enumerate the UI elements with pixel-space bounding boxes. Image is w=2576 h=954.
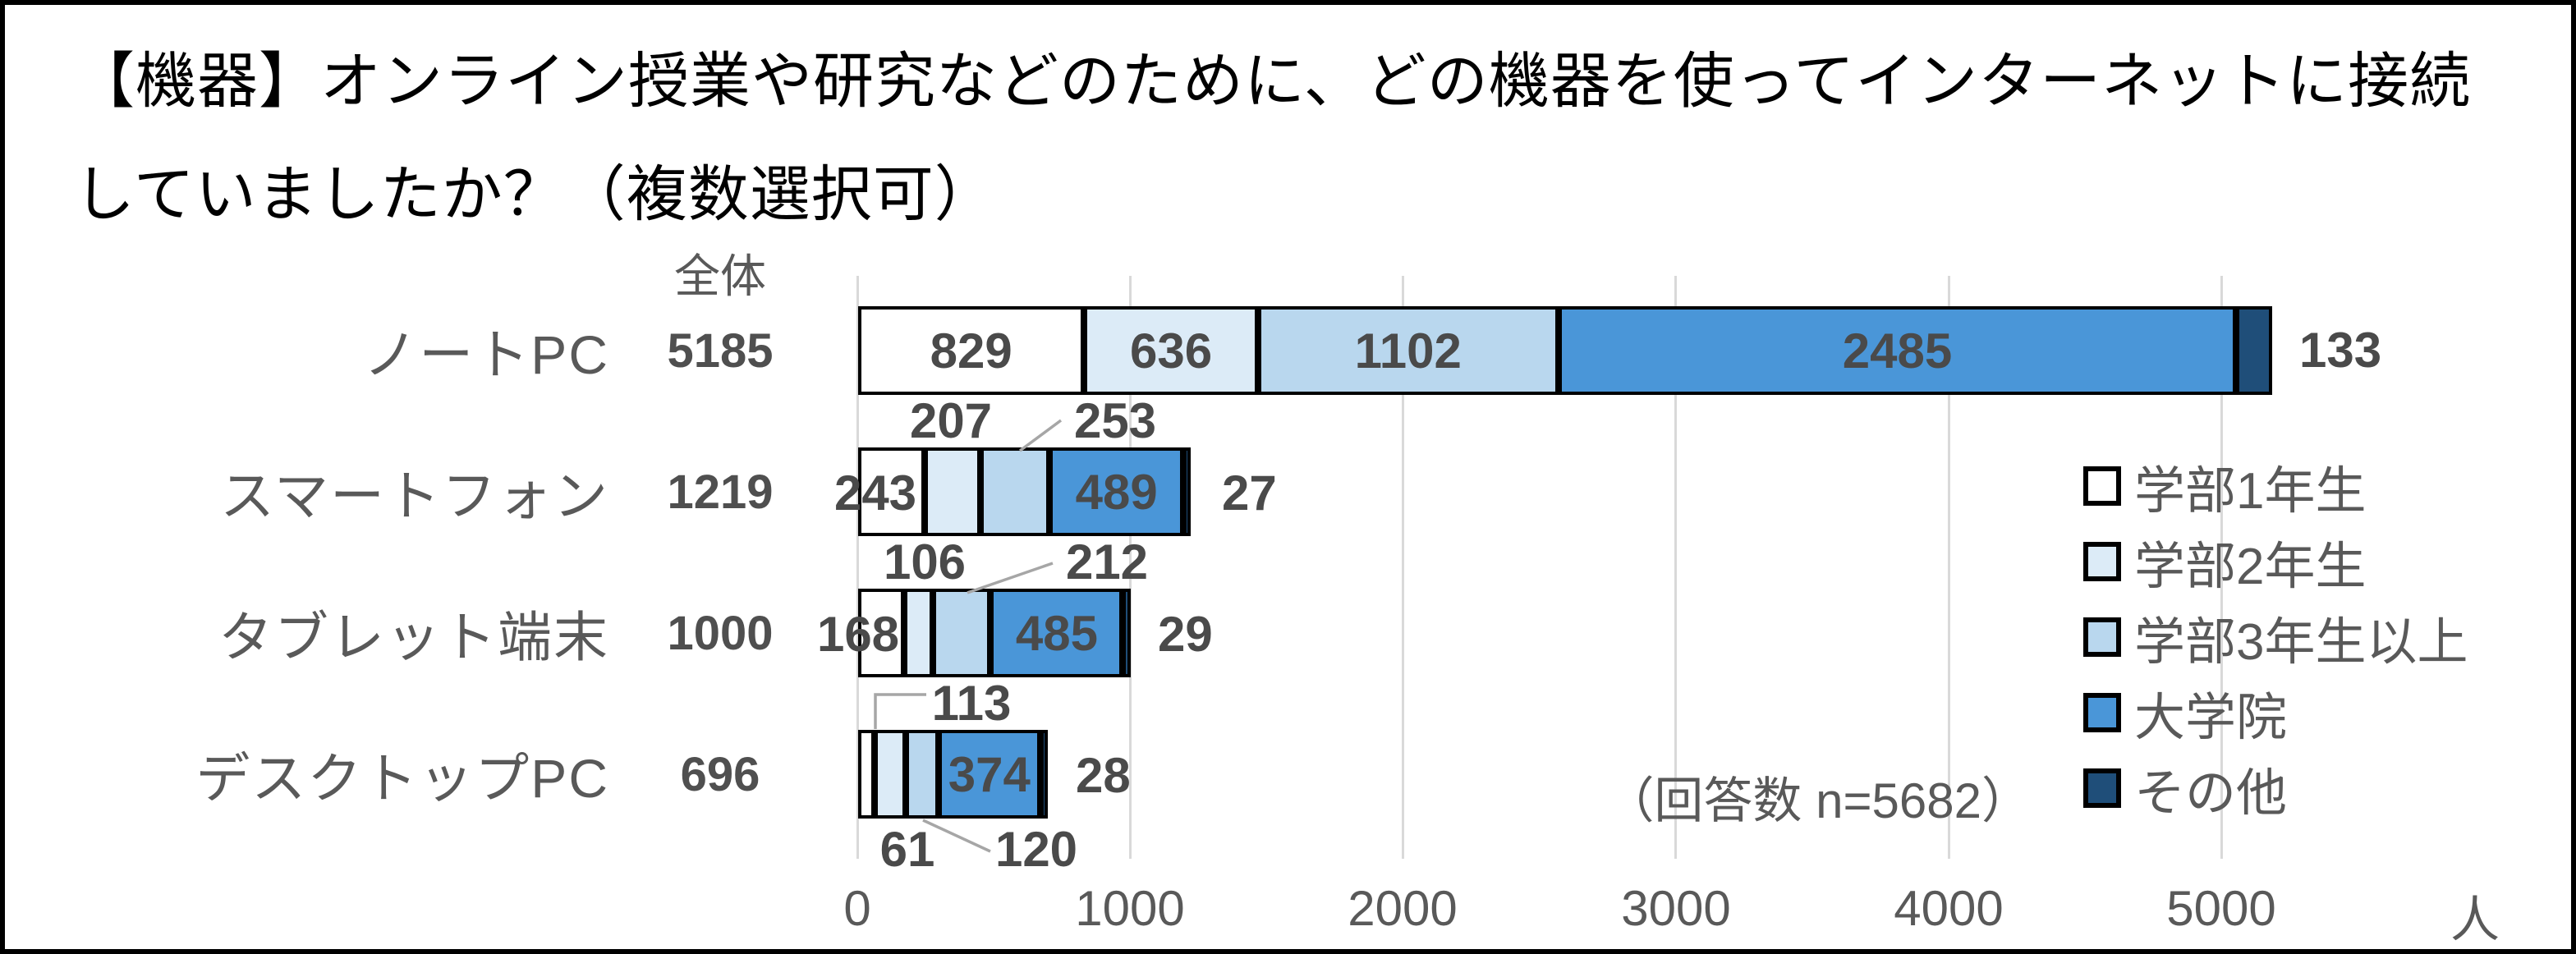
- x-tick-1000: 1000: [1075, 881, 1185, 936]
- bar-segment-undergrad1: [858, 447, 925, 536]
- legend-item-undergrad3plus: 学部3年生以上: [2083, 608, 2468, 671]
- data-label-undergrad3plus-desktop: 120: [994, 822, 1078, 877]
- legend-item-gradschool: 大学院: [2083, 684, 2287, 746]
- data-label-undergrad1-tablet: 168: [816, 607, 900, 662]
- bar-laptop-pc: 829 636 1102 2485: [858, 306, 2273, 395]
- data-label: 374: [948, 746, 1031, 802]
- legend-swatch-gradschool: [2083, 693, 2121, 732]
- data-label-other-desktop: 28: [1076, 748, 1131, 803]
- legend-label-undergrad1: 学部1年生: [2134, 463, 2367, 520]
- legend-item-undergrad1: 学部1年生: [2083, 457, 2366, 520]
- legend-swatch-undergrad1: [2083, 466, 2121, 506]
- x-tick-5000: 5000: [2166, 881, 2276, 936]
- bar-segment-other: [2236, 306, 2273, 395]
- legend-label-gradschool: 大学院: [2134, 690, 2288, 746]
- data-label-undergrad1-smartphone: 243: [833, 466, 917, 521]
- total-tablet: 1000: [667, 606, 774, 660]
- total-smartphone: 1219: [667, 465, 774, 519]
- data-label: 489: [1075, 464, 1158, 520]
- bar-segment-gradschool: 485: [990, 589, 1123, 677]
- bar-smartphone: 489: [858, 447, 1191, 536]
- data-label-undergrad3plus-tablet: 212: [1065, 534, 1149, 589]
- x-axis-unit-label: 人: [2450, 892, 2500, 947]
- legend-label-undergrad2: 学部2年生: [2134, 539, 2367, 595]
- gridline-2000: [1402, 276, 1404, 859]
- bar-desktop-pc: 374: [858, 730, 1049, 819]
- bar-segment-gradschool: 489: [1049, 447, 1183, 536]
- gridline-0: [856, 276, 859, 859]
- bar-segment-undergrad1: [858, 589, 904, 677]
- totals-column-header: 全体: [674, 250, 766, 302]
- data-label: 1102: [1354, 323, 1462, 378]
- data-label: 485: [1015, 605, 1098, 661]
- data-label: 829: [930, 323, 1012, 378]
- chart-title-line1: 【機器】オンライン授業や研究などのために、どの機器を使ってインターネットに接続: [74, 47, 2472, 115]
- category-label-smartphone: スマートフォン: [219, 466, 609, 526]
- bar-segment-undergrad1: [858, 730, 875, 819]
- x-tick-4000: 4000: [1894, 881, 2004, 936]
- category-label-tablet: タブレット端末: [218, 607, 609, 667]
- bar-segment-other: [1182, 447, 1191, 536]
- bar-segment-other: [1040, 730, 1049, 819]
- bar-segment-undergrad3plus: [932, 589, 991, 677]
- bar-segment-gradschool: 2485: [1558, 306, 2237, 395]
- legend-label-other: その他: [2134, 765, 2288, 822]
- bar-segment-undergrad2: [875, 730, 906, 819]
- gridline-5000: [2220, 276, 2223, 859]
- bar-segment-undergrad3plus: [905, 730, 939, 819]
- legend-swatch-undergrad2: [2083, 542, 2121, 581]
- category-label-laptop-pc: ノートPC: [363, 324, 609, 385]
- leader-line-113: [874, 693, 926, 729]
- data-label-other-smartphone: 27: [1222, 466, 1277, 521]
- legend-label-undergrad3plus: 学部3年生以上: [2134, 614, 2468, 671]
- total-laptop-pc: 5185: [667, 323, 774, 378]
- legend-item-other: その他: [2083, 759, 2287, 822]
- category-label-desktop-pc: デスクトップPC: [195, 748, 609, 809]
- data-label-undergrad2-desktop: 113: [931, 676, 1012, 731]
- x-tick-0: 0: [843, 881, 871, 936]
- bar-segment-other: [1123, 589, 1132, 677]
- bar-segment-undergrad1: 829: [858, 306, 1085, 395]
- data-label: 2485: [1842, 323, 1953, 378]
- bar-segment-gradschool: 374: [938, 730, 1040, 819]
- bar-tablet: 485: [858, 589, 1132, 677]
- data-label-undergrad3plus-smartphone: 253: [1073, 393, 1157, 448]
- total-desktop-pc: 696: [680, 747, 760, 801]
- x-tick-2000: 2000: [1348, 881, 1458, 936]
- data-label-undergrad2-tablet: 106: [883, 534, 967, 589]
- legend-swatch-undergrad3plus: [2083, 617, 2121, 657]
- data-label-other-tablet: 29: [1158, 607, 1213, 662]
- x-tick-3000: 3000: [1621, 881, 1731, 936]
- bar-segment-undergrad2: 636: [1084, 306, 1258, 395]
- data-label: 636: [1129, 323, 1213, 378]
- chart-title: 【機器】オンライン授業や研究などのために、どの機器を使ってインターネットに接続 …: [74, 25, 2537, 251]
- bar-segment-undergrad3plus: [980, 447, 1050, 536]
- gridline-3000: [1674, 276, 1677, 859]
- legend-swatch-other: [2083, 768, 2121, 808]
- legend-item-undergrad2: 学部2年生: [2083, 533, 2366, 595]
- bar-segment-undergrad2: [924, 447, 981, 536]
- data-label-undergrad1-desktop: 61: [879, 822, 935, 877]
- respondent-count-note: （回答数 n=5682）: [1605, 773, 2031, 828]
- bar-segment-undergrad2: [903, 589, 933, 677]
- data-label-undergrad2-smartphone: 207: [909, 393, 993, 448]
- data-label-other-laptop: 133: [2299, 323, 2382, 378]
- gridline-1000: [1129, 276, 1132, 859]
- chart-title-line2: していましたか？（複数選択可）: [74, 160, 996, 228]
- leader-line-253: [1018, 419, 1063, 452]
- bar-segment-undergrad3plus: 1102: [1257, 306, 1559, 395]
- gridline-4000: [1948, 276, 1950, 859]
